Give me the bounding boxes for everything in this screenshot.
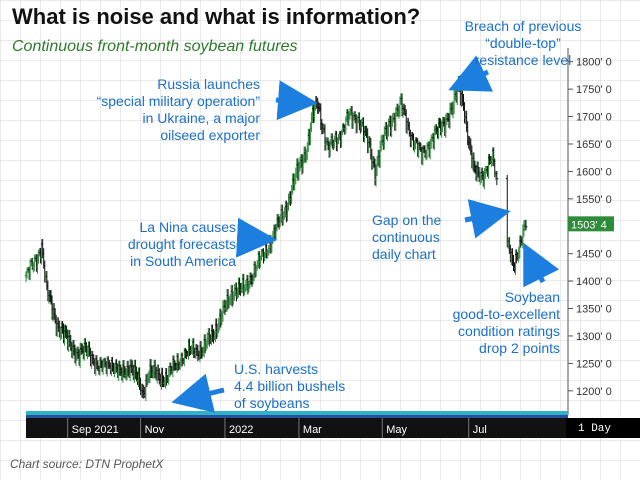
annotation-arrows xyxy=(171,55,560,413)
annotation-gap: Gap on the continuous daily chart xyxy=(372,212,442,262)
x-tick-label: 2022 xyxy=(229,424,253,436)
arrow-breach xyxy=(448,55,494,92)
annotation-russia: Russia launches “special military operat… xyxy=(96,76,260,143)
candles xyxy=(24,75,528,401)
x-tick-label: May xyxy=(386,424,407,436)
arrow-lanina xyxy=(235,217,277,258)
arrow-harvest xyxy=(171,373,225,413)
x-tick-label: Nov xyxy=(145,424,165,436)
y-tick-label: 1650' 0 xyxy=(576,139,612,151)
y-tick-label: 1300' 0 xyxy=(576,331,612,343)
candle xyxy=(524,219,528,231)
y-tick-label: 1450' 0 xyxy=(576,249,612,261)
x-tick-label: Jul xyxy=(473,424,487,436)
last-price-label: 1503' 4 xyxy=(571,219,607,231)
last-price-marker: 1503' 4 xyxy=(568,216,614,232)
annotation-lanina: La Nina causes drought forecasts in Sout… xyxy=(127,219,236,269)
y-tick-label: 1400' 0 xyxy=(576,276,612,288)
y-tick-label: 1350' 0 xyxy=(576,304,612,316)
x-axis-ticks: Sep 2021 Nov 2022 Mar May Jul xyxy=(67,418,487,438)
arrow-gap xyxy=(464,199,511,239)
y-tick-label: 1800' 0 xyxy=(576,57,612,69)
time-band xyxy=(26,411,568,415)
chart-title: What is noise and what is information? xyxy=(12,4,421,29)
annotation-breach: Breach of previous “double-top” resistan… xyxy=(464,18,582,68)
timeframe-label: 1 Day xyxy=(578,423,611,435)
timeframe-box xyxy=(566,418,640,438)
annotation-harvest: U.S. harvests 4.4 billion bushels of soy… xyxy=(234,361,346,411)
y-tick-label: 1250' 0 xyxy=(576,358,612,370)
x-tick-label: Sep 2021 xyxy=(72,424,119,436)
annotation-condition: Soybean good-to-excellent condition rati… xyxy=(452,289,560,356)
time-band-dark xyxy=(26,415,568,418)
arrow-russia xyxy=(275,80,318,121)
chart-source: Chart source: DTN ProphetX xyxy=(10,457,164,471)
y-tick-label: 1750' 0 xyxy=(576,84,612,96)
y-axis-ticks: 1800' 0 1750' 0 1700' 0 1650' 0 1600' 0 1550'… xyxy=(568,57,612,398)
y-tick-label: 1550' 0 xyxy=(576,194,612,206)
candle xyxy=(495,170,499,186)
x-tick-label: Mar xyxy=(303,424,322,436)
chart-subtitle: Continuous front-month soybean futures xyxy=(12,38,298,55)
y-tick-label: 1200' 0 xyxy=(576,386,612,398)
y-tick-label: 1700' 0 xyxy=(576,112,612,124)
y-tick-label: 1600' 0 xyxy=(576,166,612,178)
x-axis-bar xyxy=(26,418,640,438)
arrow-condition xyxy=(523,242,560,288)
